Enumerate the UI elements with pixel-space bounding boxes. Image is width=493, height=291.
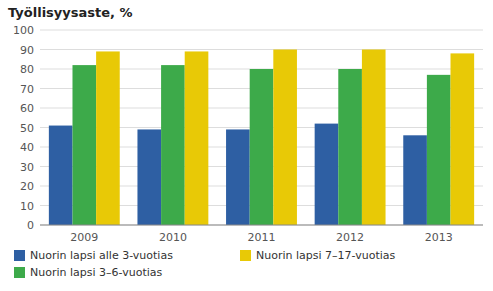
x-axis-line bbox=[40, 225, 483, 226]
chart: Työllisyysaste, % 0 10 20 30 40 50 60 70 80 90 100 2… bbox=[0, 0, 493, 291]
bar bbox=[226, 129, 250, 225]
bars bbox=[49, 50, 474, 226]
y-tick-label: 20 bbox=[20, 180, 34, 193]
y-tick-label: 90 bbox=[20, 44, 34, 57]
bar bbox=[427, 75, 451, 225]
legend-swatch bbox=[14, 267, 25, 278]
y-tick-label: 10 bbox=[20, 200, 34, 213]
x-tick-label: 2012 bbox=[336, 231, 364, 244]
legend-swatch bbox=[14, 250, 25, 261]
legend-label: Nuorin lapsi alle 3-vuotias bbox=[30, 249, 173, 262]
bar bbox=[403, 135, 427, 225]
bar bbox=[451, 53, 475, 225]
y-axis-label: Työllisyysaste, % bbox=[8, 5, 133, 20]
grid-line bbox=[40, 49, 483, 50]
y-tick-label: 80 bbox=[20, 63, 34, 76]
bar bbox=[137, 129, 161, 225]
grid-line bbox=[40, 225, 483, 226]
bar bbox=[49, 126, 73, 225]
bar bbox=[96, 51, 120, 225]
x-tick-label: 2011 bbox=[248, 231, 276, 244]
legend-label: Nuorin lapsi 3–6-vuotias bbox=[30, 266, 163, 279]
legend-label: Nuorin lapsi 7–17-vuotias bbox=[256, 249, 396, 262]
bar bbox=[273, 50, 297, 226]
bar bbox=[161, 65, 185, 225]
bar bbox=[362, 50, 386, 226]
chart-container: Työllisyysaste, % 0 10 20 30 40 50 60 70 80 90 100 2… bbox=[0, 0, 493, 291]
y-tick-label: 60 bbox=[20, 102, 34, 115]
y-tick-label: 70 bbox=[20, 83, 34, 96]
bar bbox=[315, 124, 339, 225]
legend-swatch bbox=[240, 250, 251, 261]
y-tick-label: 0 bbox=[27, 219, 34, 232]
y-tick-label: 50 bbox=[20, 122, 34, 135]
y-grid bbox=[40, 30, 483, 225]
bar bbox=[250, 69, 274, 225]
bar bbox=[338, 69, 362, 225]
x-tick-label: 2013 bbox=[425, 231, 453, 244]
y-tick-label: 100 bbox=[13, 24, 34, 37]
y-tick-label: 30 bbox=[20, 161, 34, 174]
x-tick-label: 2009 bbox=[70, 231, 98, 244]
x-tick-label: 2010 bbox=[159, 231, 187, 244]
bar bbox=[72, 65, 96, 225]
bar bbox=[185, 51, 209, 225]
grid-line bbox=[40, 30, 483, 31]
y-tick-label: 40 bbox=[20, 141, 34, 154]
legend: Nuorin lapsi alle 3-vuotias Nuorin lapsi … bbox=[14, 249, 396, 279]
